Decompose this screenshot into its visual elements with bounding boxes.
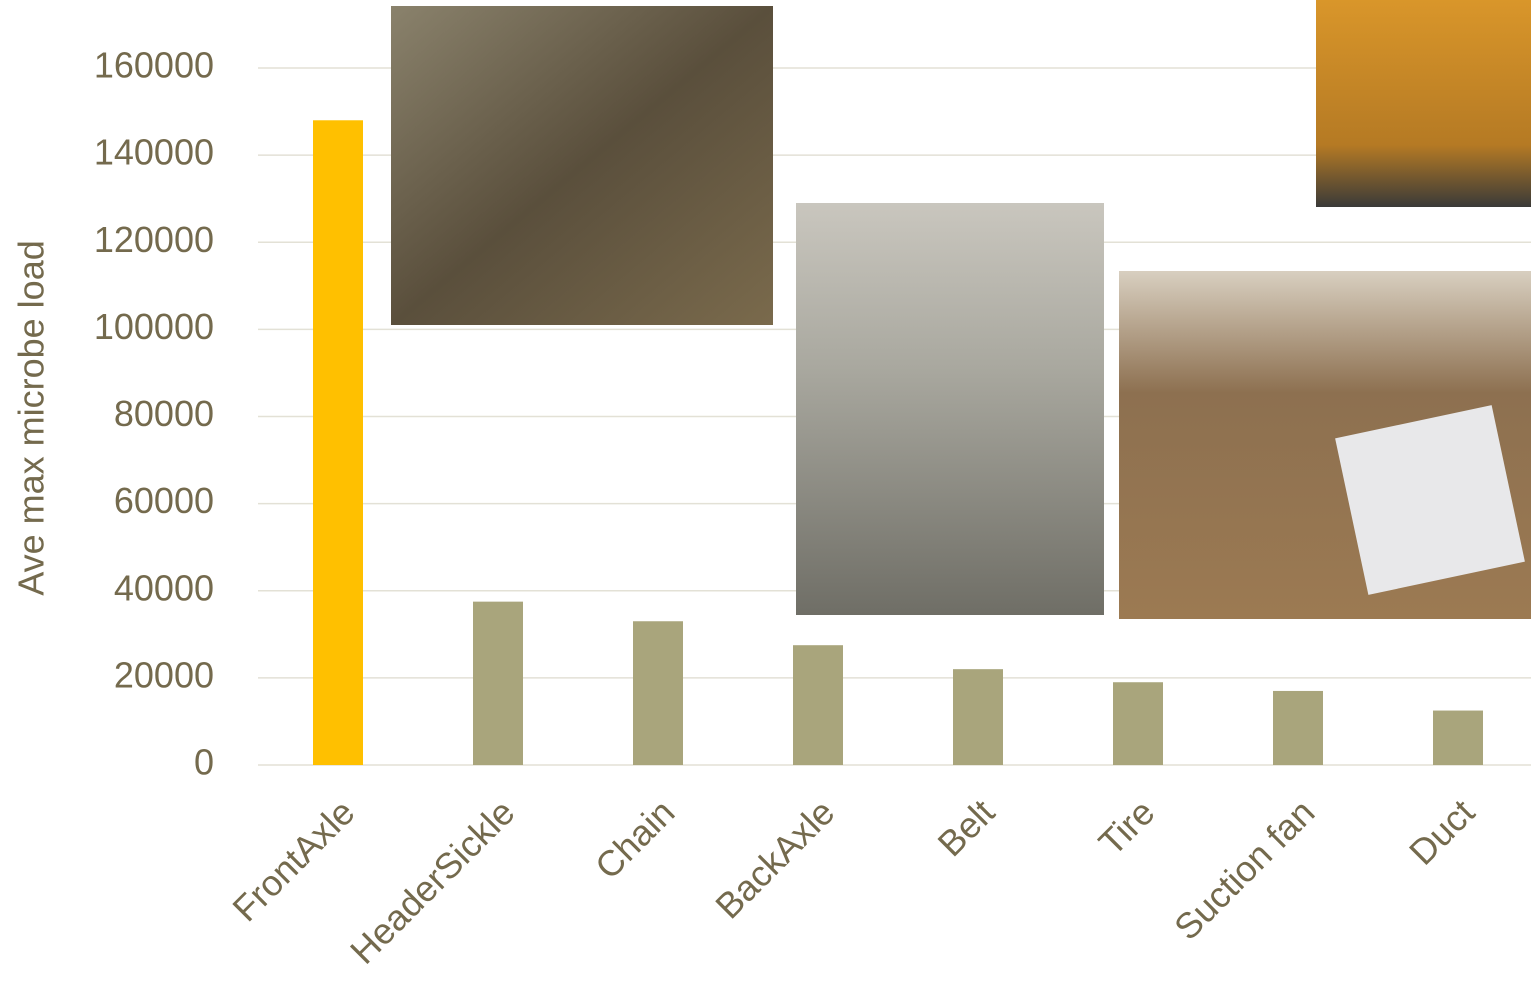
y-tick-label: 160000 (94, 45, 214, 86)
bar (1113, 682, 1163, 765)
y-tick-label: 40000 (114, 567, 214, 608)
y-axis-title: Ave max microbe load (11, 240, 52, 596)
photo-detail (1335, 405, 1525, 595)
photo (1316, 0, 1531, 207)
y-tick-label: 60000 (114, 480, 214, 521)
bar (953, 669, 1003, 765)
photo (796, 203, 1104, 615)
x-tick-label: Tire (1090, 791, 1162, 863)
y-tick-label: 140000 (94, 132, 214, 173)
bar (793, 645, 843, 765)
x-tick-label: Duct (1401, 791, 1482, 872)
bar (1433, 710, 1483, 765)
x-tick-label: HeaderSickle (342, 791, 522, 971)
y-tick-label: 80000 (114, 393, 214, 434)
x-tick-label: Chain (587, 791, 683, 887)
x-tick-label: BackAxle (707, 791, 842, 926)
x-tick-label: Suction fan (1166, 791, 1322, 947)
y-tick-label: 0 (194, 742, 214, 783)
bar (473, 601, 523, 765)
bar (633, 621, 683, 765)
bar (313, 120, 363, 765)
y-tick-label: 20000 (114, 654, 214, 695)
bar (1273, 690, 1323, 765)
x-tick-label: FrontAxle (224, 791, 362, 929)
x-tick-label: Belt (930, 791, 1003, 864)
y-tick-label: 100000 (94, 306, 214, 347)
y-tick-label: 120000 (94, 219, 214, 260)
photo (391, 6, 773, 325)
